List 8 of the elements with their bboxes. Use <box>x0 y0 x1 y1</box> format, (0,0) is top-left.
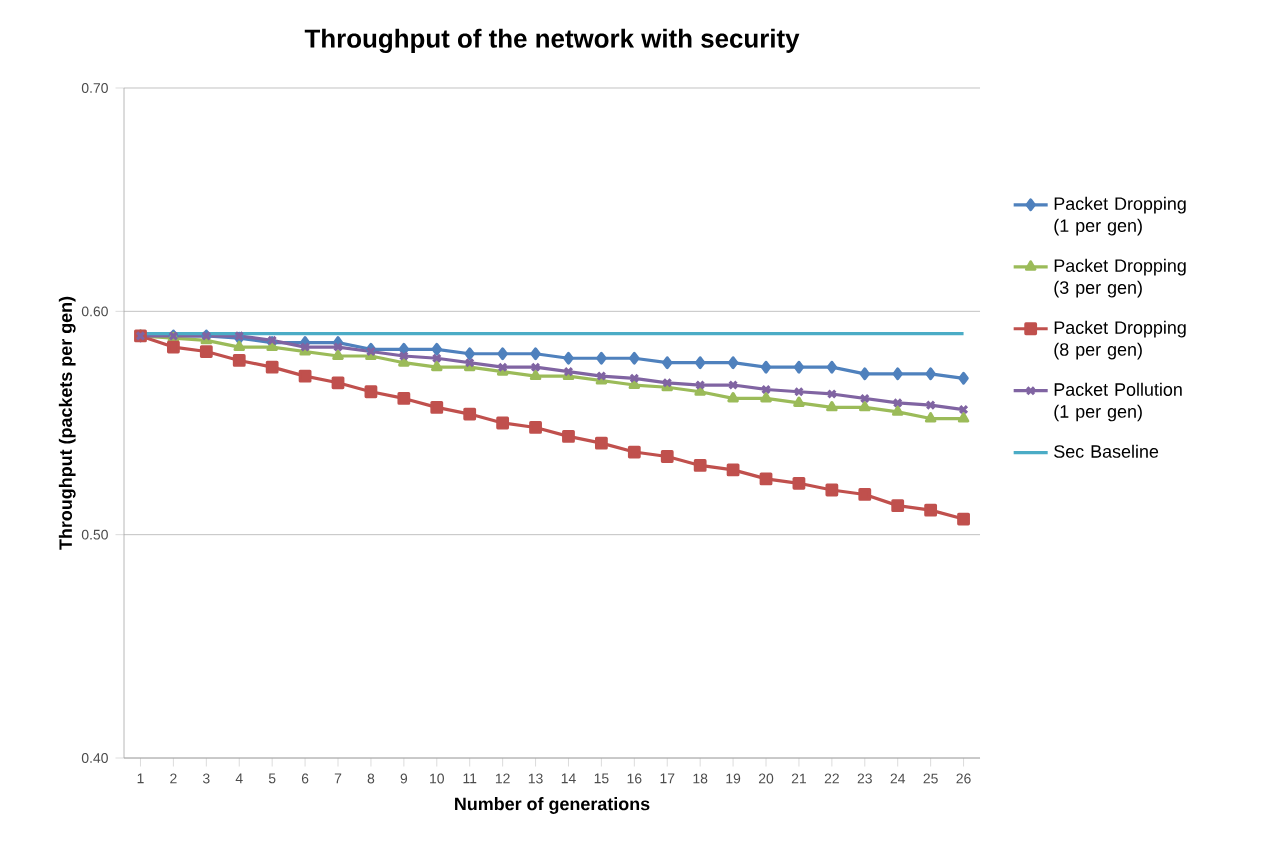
legend-label: Packet Dropping (3 per gen) <box>1054 258 1186 298</box>
x-axis-title: Number of generations <box>455 797 650 814</box>
y-axis-title: Throughput (packets per gen) <box>58 296 76 550</box>
legend-label: Packet Dropping (1 per gen) <box>1054 196 1186 236</box>
legend-label: Sec Baseline <box>1054 444 1159 458</box>
chart-title: Throughput of the network with security <box>304 28 800 54</box>
legend-label: Packet Dropping (8 per gen) <box>1054 320 1186 360</box>
legend-label: Packet Pollution (1 per gen) <box>1054 382 1182 422</box>
